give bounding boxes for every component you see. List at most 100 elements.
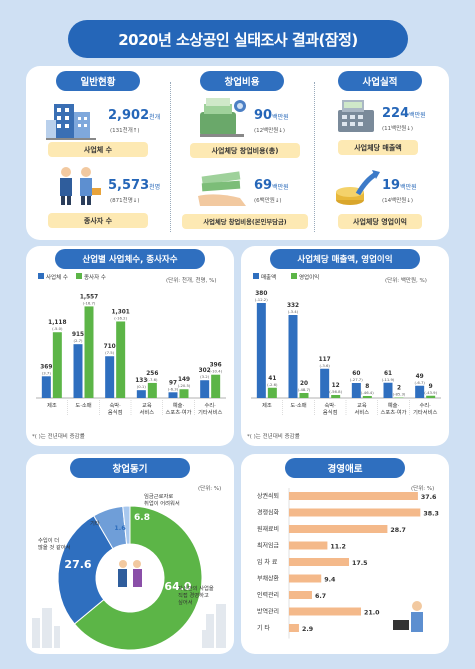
bar-change-label: (-85.3): [393, 392, 406, 397]
bar-change-label: (-6.3): [168, 386, 179, 391]
slice-description: 기타: [90, 519, 100, 527]
skyline-building: [202, 630, 206, 648]
category-label: 최저임금: [257, 542, 280, 550]
bar: [41, 376, 51, 398]
bar-value-label: 21.0: [364, 610, 380, 617]
slice-description: 임금근로자로: [144, 492, 173, 500]
startup-total-unit: 백만원: [272, 114, 289, 121]
slice-description: 직접 경영하고: [178, 591, 209, 599]
bar-value-label: 1,557: [80, 294, 98, 300]
slice-value-label: 1.6: [114, 524, 126, 532]
legend-label: 영업이익: [299, 273, 319, 281]
category-label: 서비스: [140, 408, 155, 416]
category-label: 숙박·: [109, 401, 121, 409]
bar-value-label: 2: [397, 386, 401, 392]
motive-chart-title: 창업동기: [70, 458, 190, 478]
industry-chart-panel: 산업별 사업체수, 종사자수 (단위: 천개, 천명, %) *( )는 전년대…: [26, 246, 234, 446]
bar-value-label: 256: [146, 371, 158, 377]
category-label: 제조: [262, 401, 272, 409]
category-label: 수리·: [204, 401, 216, 409]
bar-value-label: 28.7: [390, 527, 406, 534]
industry-chart: 사업체 수 종사자 수 369(3.7) 1,118(-5.0) 제조 915(2.7) 1…: [36, 273, 226, 416]
person-body-icon: [411, 612, 423, 632]
skyline-building: [216, 604, 226, 648]
startup-own-number: 69: [254, 178, 273, 193]
bar-change-label: (-2.6): [267, 382, 278, 387]
category-label: 서비스: [355, 408, 370, 416]
legend-swatch: [38, 273, 44, 279]
sales-change: (11백만원↓): [382, 126, 414, 132]
column-divider: [170, 82, 171, 232]
slice-value-label: 64.0: [164, 580, 191, 593]
category-label: 숙박·: [324, 401, 336, 409]
person-head-icon: [119, 560, 127, 568]
bar-value-label: 41: [268, 376, 276, 382]
slice-value-label: 27.6: [64, 558, 91, 571]
industry-chart-title: 산업별 사업체수, 종사자수: [55, 249, 205, 269]
money-hand-icon: [196, 170, 250, 214]
bar: [147, 382, 157, 398]
startup-own-unit: 백만원: [272, 184, 289, 191]
category-label: 음식점: [108, 408, 123, 416]
skyline-building: [42, 608, 52, 648]
motive-chart-unit: (단위: %): [198, 486, 222, 492]
bar: [200, 380, 210, 398]
bar: [299, 393, 309, 398]
bar-value-label: 149: [178, 377, 190, 383]
workers-value: 5,573천명: [108, 178, 160, 193]
bar-value-label: 396: [210, 363, 222, 369]
startup-total-number: 90: [254, 108, 273, 123]
biz-count-value: 2,902천개: [108, 108, 160, 123]
category-label: 기타서비스: [198, 408, 222, 416]
sales-chart-footnote: *( )는 전년대비 증감률: [247, 434, 300, 440]
bar-value-label: 2.9: [302, 626, 313, 633]
pie-slice: [122, 505, 131, 545]
bar-value-label: 380: [255, 291, 267, 297]
startup-total-change: (12백만원↓): [254, 128, 286, 134]
bar: [256, 303, 266, 398]
bar-change-label: (-16.2): [114, 315, 127, 320]
general-header: 일반현황: [56, 71, 140, 91]
startup-total-value: 90백만원: [254, 108, 289, 123]
bar: [289, 525, 388, 533]
bar: [73, 344, 83, 398]
bar: [426, 395, 436, 398]
bar-change-label: (-7.6): [147, 377, 158, 382]
biz-count-number: 2,902: [108, 108, 150, 123]
laptop-icon: [393, 620, 409, 630]
bar-value-label: 710: [104, 344, 116, 350]
category-label: 원재료비: [257, 525, 279, 533]
category-label: 음식점: [323, 408, 338, 416]
legend-label: 매출액: [261, 273, 276, 281]
bar: [320, 368, 330, 398]
bar-value-label: 37.6: [421, 494, 437, 501]
bar-change-label: (-11.9): [382, 377, 395, 382]
bar-change-label: (-3.4): [288, 309, 299, 314]
bar-value-label: 6.7: [315, 593, 326, 600]
slice-description: 자신만의 사업을: [178, 584, 214, 592]
category-label: 부채상환: [257, 575, 280, 583]
coin-stack-icon: [332, 170, 380, 214]
summary-panel: 일반현황 2,902천개 (131천개↑) 사업체 수 5,573천명 (871…: [26, 66, 449, 240]
legend-swatch: [253, 273, 259, 279]
startup-own-change: (6백만원↓): [254, 198, 282, 204]
profit-change: (14백만원↓): [382, 198, 414, 204]
bar: [116, 321, 126, 398]
category-label: 기타서비스: [413, 408, 437, 416]
category-label: 기 타: [257, 624, 270, 632]
profit-label: 사업체당 영업이익: [338, 214, 422, 229]
bar-change-label: (2.7): [73, 338, 83, 343]
bar-value-label: 1,301: [111, 309, 129, 315]
bar: [394, 397, 404, 398]
bar-value-label: 9: [429, 384, 433, 390]
bar: [289, 492, 418, 500]
bar-change-label: (-43.9): [424, 390, 437, 395]
slice-value-label: 6.8: [134, 513, 150, 523]
startup-own-value: 69백만원: [254, 178, 289, 193]
skyline-building: [206, 614, 214, 648]
bar-value-label: 369: [40, 364, 52, 370]
bar-value-label: 49: [416, 374, 424, 380]
bar-value-label: 11.2: [330, 544, 346, 551]
bar-value-label: 12: [332, 383, 340, 389]
category-label: 스포츠·여가: [165, 408, 191, 416]
